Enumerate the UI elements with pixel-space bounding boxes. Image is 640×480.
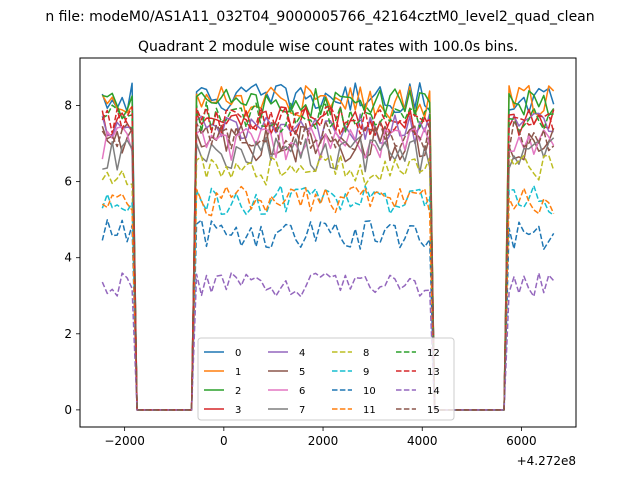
legend-label-4: 4 xyxy=(299,348,305,359)
legend-label-9: 9 xyxy=(363,367,369,378)
figure-suptitle: n file: modeM0/AS1A11_032T04_9000005766_… xyxy=(45,9,594,25)
y-tick-label: 6 xyxy=(64,175,72,189)
legend-label-10: 10 xyxy=(363,386,376,397)
series-line-15 xyxy=(101,120,555,411)
legend-label-8: 8 xyxy=(363,348,369,359)
x-tick-label: 0 xyxy=(220,434,228,448)
x-tick-label: 2000 xyxy=(308,434,339,448)
legend-label-3: 3 xyxy=(235,405,241,416)
legend-label-7: 7 xyxy=(299,405,305,416)
x-tick-label: 6000 xyxy=(506,434,537,448)
legend-label-0: 0 xyxy=(235,348,241,359)
series-layer xyxy=(101,82,555,411)
y-tick-label: 4 xyxy=(64,251,72,265)
series-line-13 xyxy=(101,105,555,411)
series-line-8 xyxy=(101,154,555,411)
legend-label-6: 6 xyxy=(299,386,305,397)
plot-frame xyxy=(79,57,577,428)
legend-label-11: 11 xyxy=(363,405,376,416)
legend-label-12: 12 xyxy=(427,348,440,359)
y-tick-label: 2 xyxy=(64,327,72,341)
chart-title: Quadrant 2 module wise count rates with … xyxy=(138,39,518,55)
y-axis: 0 2 4 6 8 xyxy=(64,99,80,417)
x-tick-label: −2000 xyxy=(104,434,145,448)
x-axis: −2000 0 2000 4000 6000 xyxy=(104,427,537,448)
legend-label-5: 5 xyxy=(299,367,305,378)
y-tick-label: 0 xyxy=(64,403,72,417)
legend-label-1: 1 xyxy=(235,367,241,378)
legend-frame xyxy=(197,337,455,421)
legend-label-15: 15 xyxy=(427,405,440,416)
legend-label-13: 13 xyxy=(427,367,440,378)
legend-label-14: 14 xyxy=(427,386,440,397)
x-tick-label: 4000 xyxy=(407,434,438,448)
y-tick-label: 8 xyxy=(64,99,72,113)
x-axis-offset-label: +4.272e8 xyxy=(517,454,576,468)
legend-label-2: 2 xyxy=(235,386,241,397)
